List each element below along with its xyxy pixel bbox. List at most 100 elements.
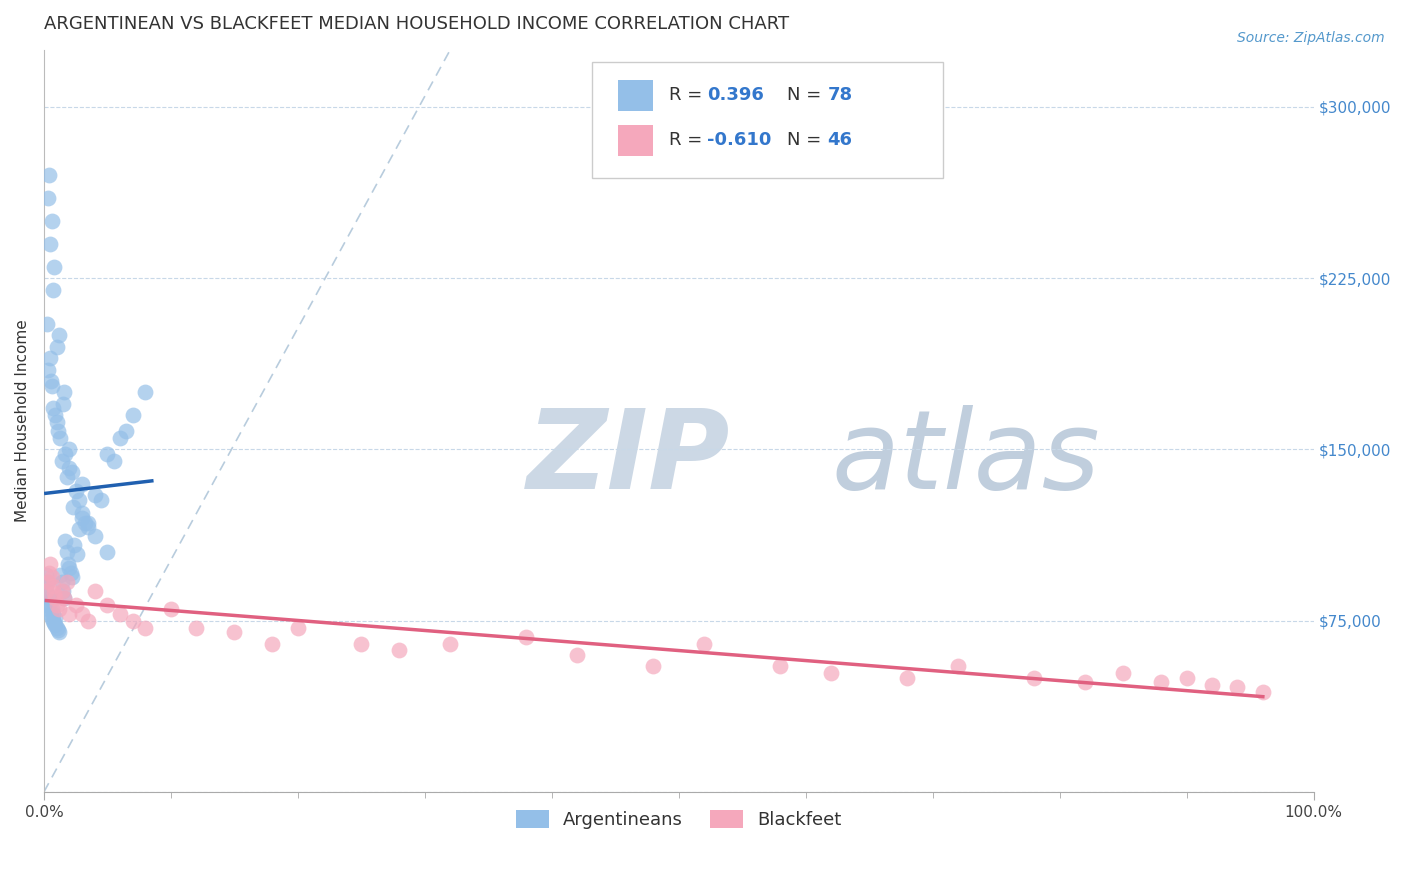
Point <box>42 260 65 274</box>
Point <box>1251 684 1274 698</box>
Point <box>42 283 65 297</box>
Point <box>38 591 60 605</box>
Point <box>39 607 62 621</box>
Point <box>59 566 82 580</box>
Point <box>55 447 77 461</box>
Point <box>48 328 70 343</box>
Point <box>41 378 63 392</box>
Point <box>52 584 75 599</box>
Point <box>44 591 66 605</box>
Point <box>1024 671 1046 685</box>
Point <box>1074 675 1097 690</box>
Point <box>44 618 66 632</box>
Point <box>115 424 138 438</box>
Point <box>567 648 589 662</box>
Point <box>186 621 208 635</box>
Point <box>121 408 143 422</box>
Y-axis label: Median Household Income: Median Household Income <box>15 319 30 523</box>
Text: atlas: atlas <box>831 404 1099 511</box>
Point <box>108 431 131 445</box>
Point <box>42 401 65 416</box>
Point <box>1201 678 1223 692</box>
Point <box>439 636 461 650</box>
Point <box>45 340 67 354</box>
Point <box>121 614 143 628</box>
Point <box>262 636 284 650</box>
Text: N =: N = <box>787 87 827 104</box>
Point <box>39 557 62 571</box>
Point <box>41 611 63 625</box>
Point <box>134 621 156 635</box>
Point <box>60 570 83 584</box>
Legend: Argentineans, Blackfeet: Argentineans, Blackfeet <box>509 803 849 837</box>
Point <box>90 492 112 507</box>
Point <box>42 607 65 621</box>
Text: N =: N = <box>787 130 827 149</box>
Text: R =: R = <box>669 130 707 149</box>
Point <box>55 574 77 589</box>
Point <box>51 584 73 599</box>
Point <box>38 351 60 365</box>
Point <box>37 191 59 205</box>
Point <box>946 659 969 673</box>
Point <box>35 568 58 582</box>
Point <box>77 516 100 530</box>
Point <box>69 492 91 507</box>
Point <box>52 397 75 411</box>
Point <box>44 611 66 625</box>
Point <box>42 579 65 593</box>
Point <box>1150 675 1173 690</box>
Point <box>96 598 118 612</box>
Point <box>51 574 73 589</box>
Point <box>515 630 537 644</box>
FancyBboxPatch shape <box>617 80 654 112</box>
Text: 46: 46 <box>827 130 852 149</box>
FancyBboxPatch shape <box>592 62 943 178</box>
Point <box>42 586 65 600</box>
Point <box>42 614 65 628</box>
Point <box>58 442 80 457</box>
Point <box>108 607 131 621</box>
Point <box>287 621 309 635</box>
Point <box>35 584 58 599</box>
Point <box>38 602 60 616</box>
Point <box>65 483 87 498</box>
Point <box>820 666 842 681</box>
Point <box>643 659 665 673</box>
Point <box>51 454 73 468</box>
Point <box>70 476 93 491</box>
Point <box>35 584 58 599</box>
Point <box>896 671 918 685</box>
Point <box>693 636 716 650</box>
Point <box>45 415 67 429</box>
Point <box>103 454 125 468</box>
Point <box>46 623 69 637</box>
Point <box>35 317 58 331</box>
Point <box>96 447 118 461</box>
Point <box>41 602 63 616</box>
Point <box>37 362 59 376</box>
Point <box>48 602 70 616</box>
Point <box>769 659 792 673</box>
Point <box>58 607 80 621</box>
Point <box>45 598 67 612</box>
Point <box>62 500 84 514</box>
Point <box>83 529 105 543</box>
Point <box>37 589 59 603</box>
Point <box>58 460 80 475</box>
Point <box>1226 680 1249 694</box>
Text: 78: 78 <box>827 87 852 104</box>
Point <box>70 511 93 525</box>
Point <box>63 538 86 552</box>
Point <box>77 520 100 534</box>
Point <box>53 591 76 605</box>
Point <box>56 557 79 571</box>
Point <box>160 602 183 616</box>
Point <box>45 621 67 635</box>
Point <box>53 591 76 605</box>
Point <box>55 470 77 484</box>
Point <box>65 598 87 612</box>
Point <box>44 408 66 422</box>
Point <box>1175 671 1198 685</box>
Point <box>46 424 69 438</box>
